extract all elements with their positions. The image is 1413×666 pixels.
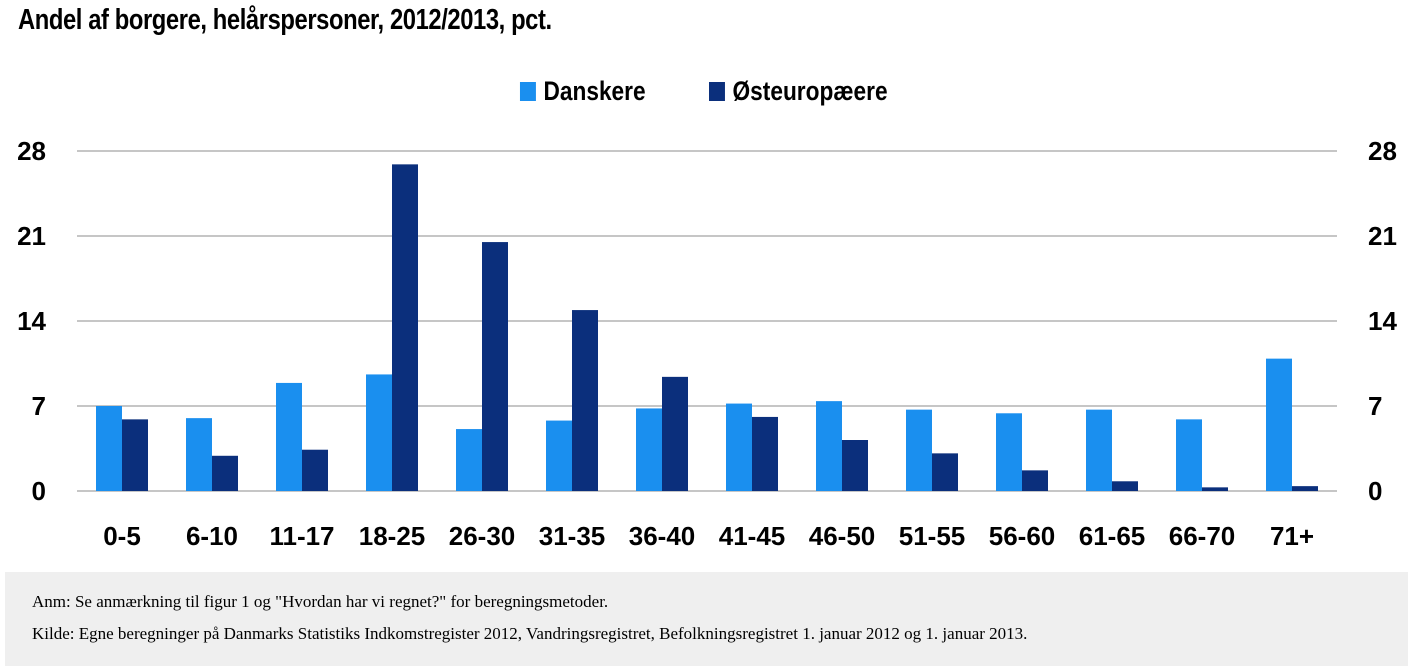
- bar-danskere-11-17: [276, 382, 302, 491]
- x-tick-label: 26-30: [449, 521, 516, 551]
- bar-danskere-71+: [1266, 358, 1292, 491]
- bar-osteuropaeere-66-70: [1202, 487, 1228, 491]
- x-tick-label: 51-55: [899, 521, 966, 551]
- y-tick-label-right: 21: [1368, 221, 1397, 251]
- bar-osteuropaeere-6-10: [212, 455, 238, 491]
- legend: Danskere Østeuropæere: [0, 76, 1413, 107]
- bar-danskere-0-5: [96, 406, 122, 491]
- footer-note: Anm: Se anmærkning til figur 1 og "Hvord…: [32, 592, 609, 611]
- bar-osteuropaeere-26-30: [482, 242, 508, 491]
- bar-osteuropaeere-0-5: [122, 419, 148, 491]
- y-tick-label-right: 7: [1368, 391, 1382, 421]
- x-tick-label: 41-45: [719, 521, 786, 551]
- footer-source: Kilde: Egne beregninger på Danmarks Stat…: [32, 624, 1028, 643]
- bar-danskere-46-50: [816, 401, 842, 491]
- legend-item-danskere: Danskere: [520, 76, 646, 107]
- x-tick-label: 46-50: [809, 521, 876, 551]
- y-tick-label-right: 28: [1368, 136, 1397, 166]
- y-tick-label-right: 14: [1368, 306, 1397, 336]
- x-tick-label: 11-17: [269, 521, 334, 551]
- bar-osteuropaeere-51-55: [932, 453, 958, 491]
- y-tick-label-left: 14: [17, 306, 46, 336]
- legend-item-osteuropaeere: Østeuropæere: [709, 76, 888, 107]
- bar-osteuropaeere-36-40: [662, 376, 688, 491]
- legend-swatch-danskere: [520, 82, 537, 101]
- bar-danskere-56-60: [996, 413, 1022, 491]
- bar-danskere-61-65: [1086, 409, 1112, 491]
- y-tick-label-right: 0: [1368, 476, 1382, 506]
- bar-danskere-18-25: [366, 374, 392, 491]
- bar-chart: 0 0 7 7 14 14 21 21 28 28 0-5 6-10 11-17 18-25 26-30 31…: [17, 136, 1397, 551]
- bar-osteuropaeere-71+: [1292, 486, 1318, 491]
- legend-label-danskere: Danskere: [543, 76, 647, 106]
- footer-notes: Anm: Se anmærkning til figur 1 og "Hvord…: [5, 572, 1408, 666]
- x-tick-label: 66-70: [1169, 521, 1236, 551]
- bar-danskere-41-45: [726, 403, 752, 491]
- x-tick-label: 18-25: [359, 521, 426, 551]
- x-tick-label: 0-5: [103, 521, 141, 551]
- bar-danskere-6-10: [186, 418, 212, 491]
- bar-osteuropaeere-41-45: [752, 416, 778, 491]
- y-tick-label-left: 7: [32, 391, 46, 421]
- chart-title: Andel af borgere, helårspersoner, 2012/2…: [18, 4, 552, 36]
- bar-danskere-26-30: [456, 429, 482, 491]
- y-tick-label-left: 21: [17, 221, 46, 251]
- x-tick-label: 31-35: [539, 521, 606, 551]
- bar-osteuropaeere-46-50: [842, 440, 868, 491]
- x-tick-label: 61-65: [1079, 521, 1146, 551]
- y-tick-label-left: 28: [17, 136, 46, 166]
- bar-osteuropaeere-61-65: [1112, 481, 1138, 491]
- legend-swatch-osteuropaeere: [709, 82, 725, 101]
- y-tick-label-left: 0: [32, 476, 46, 506]
- bar-danskere-51-55: [906, 409, 932, 491]
- bar-osteuropaeere-56-60: [1022, 470, 1048, 491]
- x-tick-label: 6-10: [186, 521, 238, 551]
- bar-danskere-36-40: [636, 408, 662, 491]
- bar-osteuropaeere-18-25: [392, 164, 418, 491]
- bar-osteuropaeere-31-35: [572, 310, 598, 491]
- legend-label-osteuropaeere: Østeuropæere: [732, 76, 888, 106]
- bar-danskere-31-35: [546, 420, 572, 491]
- bar-osteuropaeere-11-17: [302, 449, 328, 491]
- x-tick-label: 71+: [1270, 521, 1314, 551]
- x-tick-label: 36-40: [629, 521, 696, 551]
- x-tick-label: 56-60: [989, 521, 1056, 551]
- bar-danskere-66-70: [1176, 419, 1202, 491]
